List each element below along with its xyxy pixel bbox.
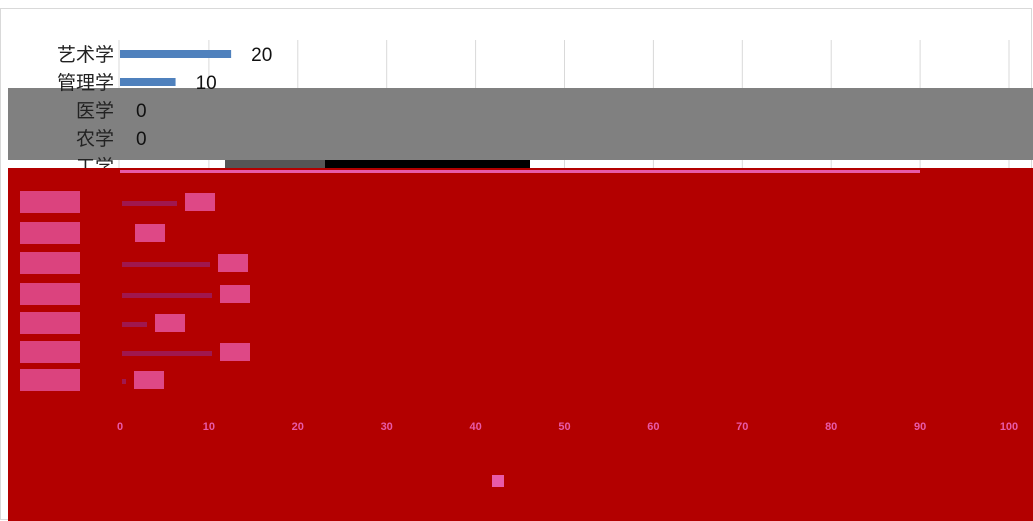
category-label: 管理学 bbox=[57, 72, 114, 94]
legend-swatch bbox=[492, 475, 504, 487]
category-label: 艺术学 bbox=[57, 44, 114, 66]
rendering-artifact-red-block bbox=[8, 168, 1033, 521]
data-label: 10 bbox=[196, 73, 217, 94]
artifact-line bbox=[120, 170, 920, 173]
bars bbox=[120, 50, 232, 86]
artifact-bar bbox=[122, 379, 126, 384]
bar bbox=[120, 50, 232, 58]
x-tick-label: 20 bbox=[292, 421, 304, 433]
artifact-glyph-block bbox=[185, 193, 215, 211]
artifact-bar bbox=[122, 351, 212, 356]
rendering-artifact-dark-strip bbox=[225, 160, 325, 168]
legend bbox=[492, 475, 504, 487]
data-label: 20 bbox=[251, 45, 272, 66]
x-tick-label: 100 bbox=[1000, 421, 1018, 433]
artifact-glyph-block bbox=[135, 224, 165, 242]
artifact-glyph-block bbox=[20, 312, 80, 334]
x-tick-label: 80 bbox=[825, 421, 837, 433]
data-label: 0 bbox=[136, 101, 147, 122]
x-tick-label: 90 bbox=[914, 421, 926, 433]
artifact-bar bbox=[122, 262, 210, 267]
category-label: 农学 bbox=[76, 128, 114, 150]
artifact-glyph-block bbox=[20, 191, 80, 213]
artifact-glyph-block bbox=[220, 285, 250, 303]
artifact-glyph-block bbox=[20, 222, 80, 244]
artifact-glyph-block bbox=[20, 252, 80, 274]
x-tick-label: 60 bbox=[647, 421, 659, 433]
artifact-glyph-block bbox=[20, 369, 80, 391]
artifact-glyph-block bbox=[155, 314, 185, 332]
x-tick-label: 10 bbox=[203, 421, 215, 433]
data-labels: 20 10 0 0 bbox=[136, 45, 272, 150]
artifact-glyph-block bbox=[220, 343, 250, 361]
x-tick-label: 40 bbox=[469, 421, 481, 433]
artifact-glyph-block bbox=[20, 341, 80, 363]
x-tick-label: 70 bbox=[736, 421, 748, 433]
x-tick-label: 50 bbox=[558, 421, 570, 433]
rendering-artifact-gray-band bbox=[8, 88, 1033, 160]
x-axis-ticks: 0 10 20 30 40 50 60 70 80 90 100 bbox=[117, 421, 1018, 433]
category-label: 医学 bbox=[76, 100, 114, 122]
artifact-glyph-block bbox=[20, 283, 80, 305]
artifact-bar bbox=[122, 293, 212, 298]
artifact-glyph-block bbox=[134, 371, 164, 389]
rendering-artifact-black-strip bbox=[325, 160, 530, 168]
rendering-artifact-overlay bbox=[20, 170, 920, 391]
bar bbox=[120, 78, 176, 86]
artifact-glyph-block bbox=[218, 254, 248, 272]
x-tick-label: 0 bbox=[117, 421, 123, 433]
artifact-bar bbox=[122, 201, 177, 206]
x-tick-label: 30 bbox=[381, 421, 393, 433]
artifact-bar bbox=[122, 322, 147, 327]
data-label: 0 bbox=[136, 129, 147, 150]
